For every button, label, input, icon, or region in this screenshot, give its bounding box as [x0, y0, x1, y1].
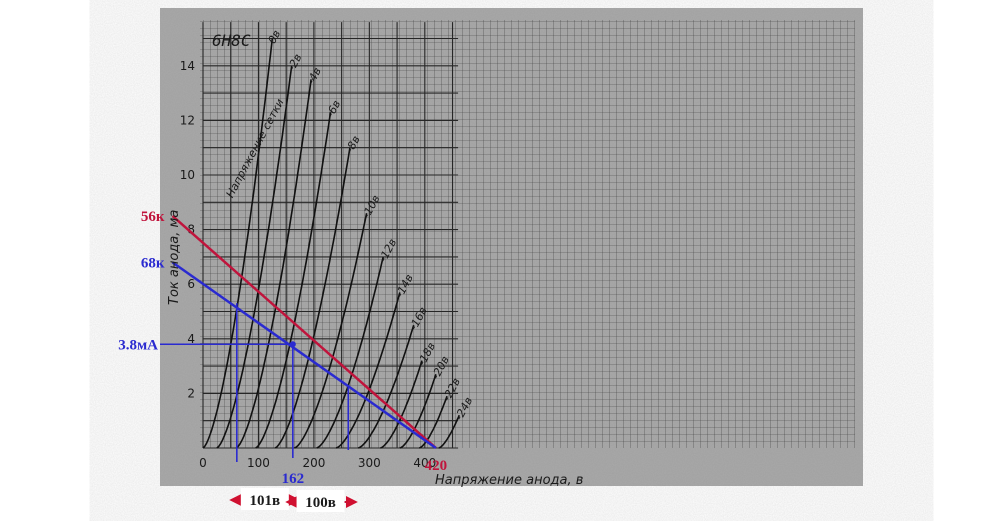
tube-model-label: 6Н8С: [212, 31, 251, 50]
y-tick-label: 4: [187, 332, 195, 346]
y-tick-label: 12: [180, 113, 195, 127]
grid-major: [202, 22, 459, 449]
x-tick-label: 400: [413, 456, 436, 470]
load-line: [171, 261, 437, 450]
plate-curve: [335, 292, 401, 449]
plate-curve: [316, 256, 384, 449]
curve-label: 0в: [265, 28, 283, 46]
x-tick-label: 200: [302, 456, 325, 470]
plate-curve: [399, 374, 437, 449]
swing-left-label: 101в: [250, 493, 281, 509]
swing-right-label: 100в: [305, 495, 336, 511]
y-axis-title: Ток анода, ма: [167, 210, 182, 305]
x-tick-label: 100: [247, 456, 270, 470]
x-tick-label: 300: [358, 456, 381, 470]
plate-curve: [419, 395, 448, 449]
plate-curve: [438, 414, 460, 449]
grid-minor: [200, 20, 855, 448]
y-tick-label: 10: [180, 168, 195, 182]
load-line-label: 68к: [141, 255, 165, 271]
plate-curve: [235, 79, 312, 449]
q-voltage-label: 162: [282, 471, 305, 487]
q-point: [289, 341, 296, 348]
load-line: [171, 215, 437, 449]
y-tick-label: 2: [187, 386, 195, 400]
supply-voltage-label: 420: [425, 458, 448, 474]
x-axis-title: Напряжение анода, в: [435, 473, 583, 488]
load-line-label: 56к: [141, 209, 165, 225]
y-tick-label: 14: [180, 59, 195, 73]
plate-curve: [294, 213, 368, 449]
y-tick-label: 6: [187, 277, 195, 291]
plate-curve: [216, 65, 293, 449]
plate-curve: [274, 147, 351, 449]
y-tick-label: 8: [187, 223, 195, 237]
swing-left-bg: [240, 488, 289, 510]
plate-curve: [202, 38, 274, 449]
current-label: 3.8мА: [118, 337, 158, 353]
x-tick-label: 0: [199, 456, 207, 470]
swing-right-bg: [296, 490, 345, 512]
plate-curve: [255, 112, 332, 449]
